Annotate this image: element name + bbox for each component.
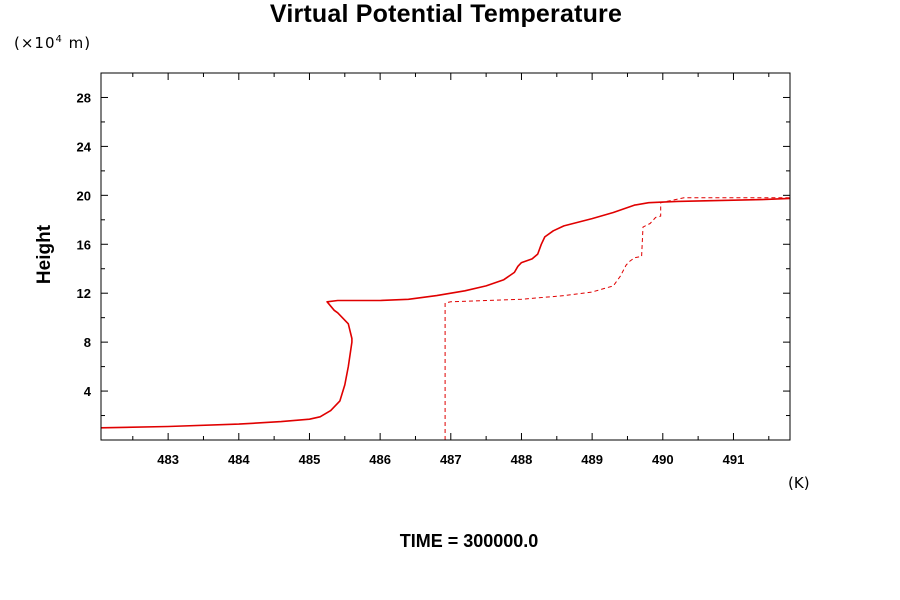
x-tick-label: 485 xyxy=(299,452,321,467)
y-unit-prefix: (×10 xyxy=(14,34,56,52)
x-tick-label: 484 xyxy=(228,452,250,467)
axis-ticks xyxy=(101,73,790,440)
y-tick-label: 8 xyxy=(84,335,91,350)
chart-title: Virtual Potential Temperature xyxy=(269,0,623,28)
x-axis-unit: (K) xyxy=(788,474,810,492)
x-tick-label: 483 xyxy=(157,452,179,467)
x-tick-label: 488 xyxy=(511,452,533,467)
y-tick-label: 12 xyxy=(77,286,91,301)
series-group xyxy=(100,197,791,440)
y-unit-exponent: 4 xyxy=(55,34,63,45)
y-unit-suffix: m) xyxy=(62,34,92,52)
series-line-solid xyxy=(100,197,791,429)
plot-frame xyxy=(100,72,791,441)
tick-labels: 483 484 485 486 487 488 489 490 491 4 8 12 16 20 24 28 xyxy=(77,90,745,467)
y-axis-label: Height xyxy=(34,224,55,284)
x-tick-label: 487 xyxy=(440,452,462,467)
x-tick-label: 486 xyxy=(369,452,391,467)
y-tick-label: 24 xyxy=(77,139,92,154)
x-tick-label: 490 xyxy=(652,452,674,467)
time-footer: TIME = 300000.0 xyxy=(399,531,539,551)
x-tick-label: 491 xyxy=(723,452,745,467)
y-tick-label: 4 xyxy=(84,384,92,399)
y-tick-label: 20 xyxy=(77,188,91,203)
y-tick-label: 16 xyxy=(77,237,91,252)
series-line-dashed xyxy=(444,197,790,440)
y-tick-label: 28 xyxy=(77,90,91,105)
x-tick-label: 489 xyxy=(581,452,603,467)
y-axis-unit: (×104 m) xyxy=(14,34,91,52)
